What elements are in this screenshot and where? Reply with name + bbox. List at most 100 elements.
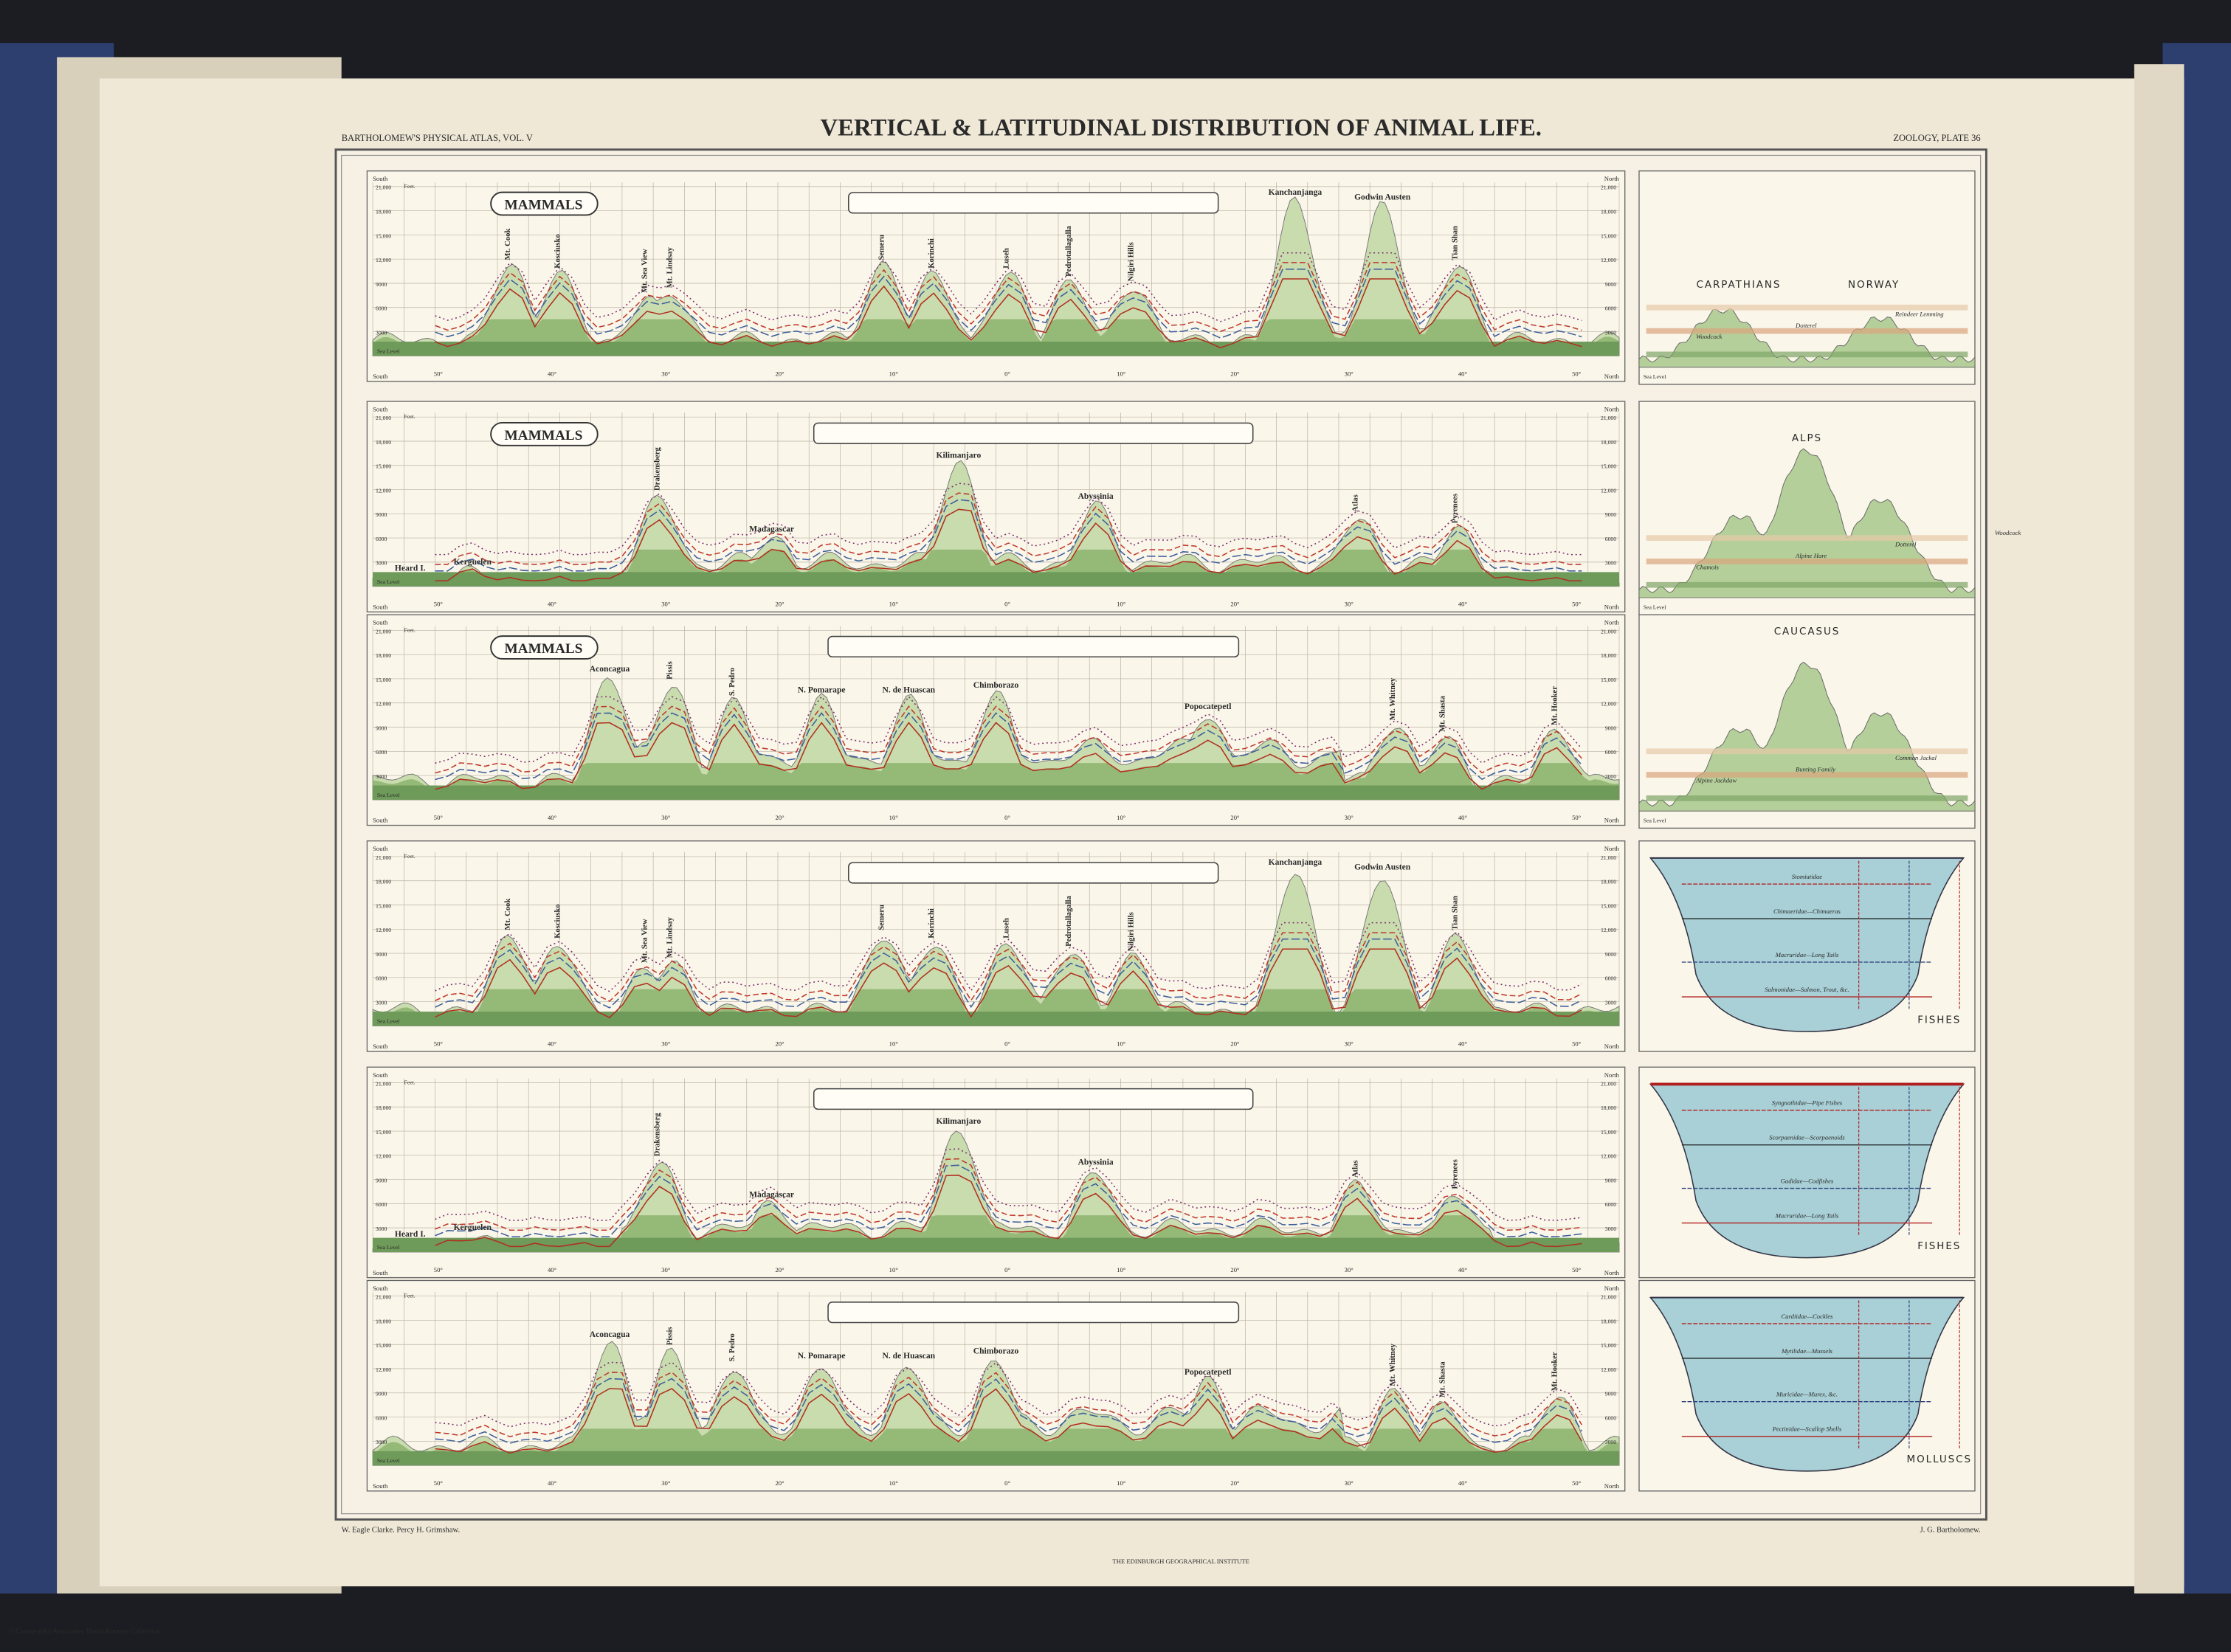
peak-label: Godwin Austen: [1354, 863, 1411, 872]
peak-label: Mt. Sea View: [641, 919, 649, 963]
badge: [490, 635, 599, 660]
peak-label: Kosciusko: [554, 234, 562, 269]
peak-label: Tian Shan: [1451, 226, 1459, 260]
axis-north: North: [1604, 845, 1620, 852]
title-plate: [827, 1302, 1240, 1324]
sea-level: Sea Level: [377, 1018, 400, 1025]
axis-south: South: [373, 1482, 388, 1490]
axis-south: South: [373, 373, 388, 380]
range-line: [435, 262, 1582, 332]
peak-label: Drakensberg: [654, 446, 662, 491]
zone-band: [1646, 535, 1968, 541]
panel-title: CAUCASUS: [1774, 626, 1841, 637]
plate-title: VERTICAL & LATITUDINAL DISTRIBUTION OF A…: [820, 114, 1541, 141]
peak-label: Godwin Austen: [1354, 193, 1411, 202]
elevation-label: 15,000: [1601, 463, 1616, 470]
badge-text: MAMMALS: [504, 428, 582, 443]
right-panel: Stomiatidae Chimaeridae—Chimaeras Macrurid…: [1638, 840, 1976, 1052]
peak-label: Pyrenees: [1451, 1159, 1459, 1189]
zone-band: [1646, 328, 1968, 334]
latitude-label: 50°: [1572, 1479, 1582, 1487]
elevation-label: 18,000: [1601, 652, 1616, 659]
latitude-label: 20°: [775, 1479, 785, 1487]
elevation-label: 9000: [376, 951, 387, 958]
latitude-label: 0°: [1004, 814, 1010, 821]
sea-level: Sea Level: [1644, 818, 1666, 824]
zone-label: Pectinidae—Scallop Shells: [1772, 1425, 1842, 1433]
elevation-label: 21,000: [376, 628, 391, 635]
elevation-label: 18,000: [1601, 879, 1616, 885]
peak-label: Mt. Whitney: [1389, 677, 1397, 720]
elevation-label: 12,000: [1601, 701, 1616, 708]
panel-title: FISHES: [1917, 1240, 1961, 1252]
elevation-label: 21,000: [1601, 854, 1616, 861]
peak-label: Kanchanjanga: [1269, 857, 1323, 867]
latitude-label: 10°: [1117, 601, 1126, 608]
badge-text: MAMMALS: [504, 641, 582, 657]
elevation-label: 21,000: [376, 854, 391, 861]
axis-feet: Feet.: [404, 183, 415, 190]
elevation-label: 9000: [376, 511, 387, 518]
range-line: [435, 1361, 1582, 1428]
zone-label: Alpine Jackdaw: [1695, 777, 1737, 784]
right-panel: CAUCASUS Alpine Jackdaw Bunting Family Comm…: [1638, 614, 1976, 829]
latitude-label: 40°: [1458, 1266, 1468, 1273]
zone-label: Chamois: [1696, 564, 1719, 571]
range-line: [435, 922, 1582, 992]
latitude-label: 20°: [775, 1040, 785, 1047]
elevation-label: 12,000: [376, 701, 391, 708]
basin: [1649, 1296, 1965, 1472]
elevation-label: 3000: [376, 329, 387, 336]
peak-label: Mt. Sea View: [641, 249, 649, 293]
axis-feet: Feet.: [404, 1293, 415, 1299]
range-line: [435, 1175, 1582, 1248]
peak-label: N. Pomarape: [798, 685, 846, 695]
latitude-label: 30°: [661, 814, 671, 821]
profile-dark: [373, 1237, 1619, 1252]
page-stack-right: [2134, 64, 2185, 1594]
elevation-label: 15,000: [1601, 232, 1616, 239]
elevation-label: 9000: [376, 1391, 387, 1397]
elevation-label: 12,000: [376, 257, 391, 263]
latitude-label: 30°: [1345, 1479, 1354, 1487]
zone-label: Alpine Hare: [1795, 552, 1827, 559]
profile-dark: [373, 1451, 1619, 1466]
peak-label: Kosciusko: [554, 904, 562, 939]
latitude-label: 30°: [1345, 601, 1354, 608]
elevation-label: 6000: [376, 305, 387, 312]
zone-band: [1646, 581, 1968, 588]
elevation-label: 18,000: [1601, 439, 1616, 446]
axis-feet: Feet.: [404, 1079, 415, 1085]
peak-label: Popocatepetl: [1185, 1367, 1232, 1377]
axis-feet: Feet.: [404, 626, 415, 633]
profile-light: [372, 874, 1620, 1026]
latitude-label: 50°: [434, 370, 444, 377]
zone-band: [1646, 351, 1968, 358]
elevation-label: 3000: [1605, 1439, 1617, 1445]
latitude-label: 30°: [1345, 370, 1354, 377]
peak-label: Luseh: [1002, 918, 1010, 939]
elevation-label: 21,000: [1601, 1294, 1616, 1301]
range-line: [435, 492, 1582, 565]
latitude-label: 0°: [1004, 370, 1010, 377]
latitude-label: 40°: [548, 1040, 557, 1047]
axis-north: North: [1604, 1043, 1620, 1050]
peak-label: Pedrotallagalla: [1065, 896, 1073, 947]
peak-label: Drakensberg: [654, 1113, 662, 1157]
peak-label: Heard I.: [395, 1229, 426, 1239]
latitude-label: 20°: [1230, 1479, 1240, 1487]
latitude-label: 30°: [661, 1266, 671, 1273]
peak-label: Luseh: [1002, 248, 1010, 269]
peak-label: Pissis: [666, 1327, 674, 1345]
latitude-label: 30°: [661, 1479, 671, 1487]
peak-label: Pedrotallagalla: [1065, 225, 1073, 276]
elevation-label: 21,000: [376, 1080, 391, 1087]
profile-dark: [373, 342, 1619, 356]
latitude-label: 50°: [434, 814, 444, 821]
range-line: [435, 948, 1582, 1019]
latitude-label: 50°: [434, 1266, 444, 1273]
latitude-label: 30°: [1345, 814, 1354, 821]
elevation-label: 18,000: [1601, 1318, 1616, 1324]
latitude-label: 20°: [775, 1266, 785, 1273]
